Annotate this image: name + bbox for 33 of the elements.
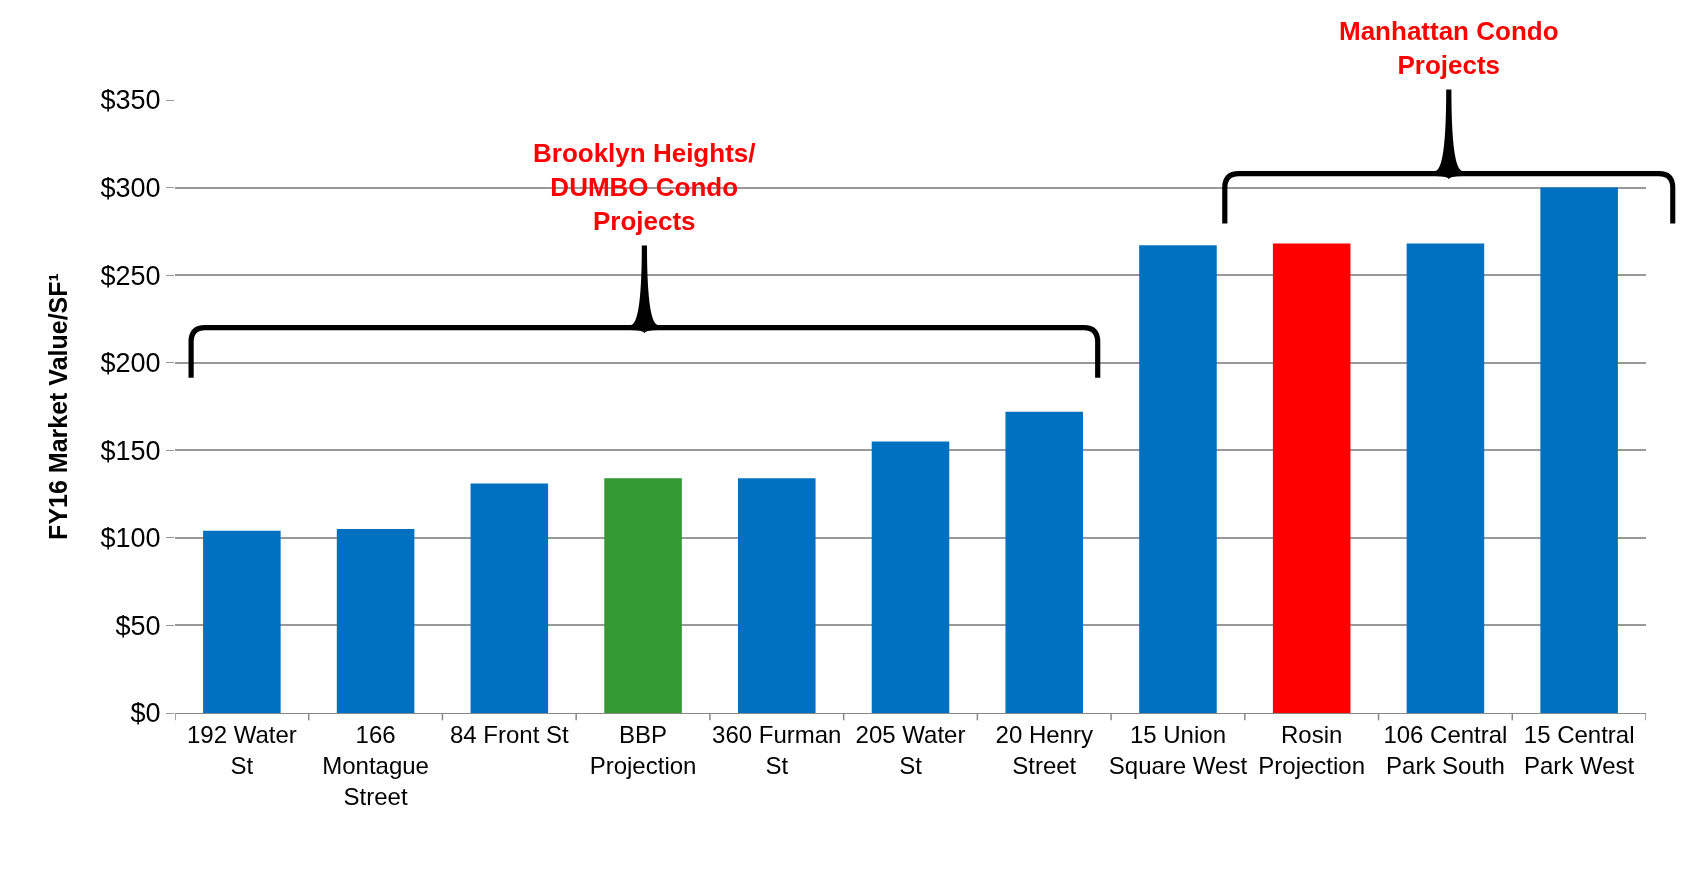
y-tick-label: $0	[130, 698, 161, 729]
bar	[203, 530, 281, 713]
bar	[1540, 187, 1618, 713]
bar	[1005, 411, 1084, 713]
y-tick-label: $150	[100, 435, 161, 466]
y-tick-label: $250	[100, 260, 161, 291]
bar	[336, 529, 415, 713]
x-tick-label: 205 Water St	[855, 720, 966, 779]
bar	[1406, 243, 1485, 713]
x-tick-label: 360 Furman St	[712, 720, 842, 779]
y-axis-title: FY16 Market Value/SF¹	[44, 273, 73, 540]
y-tick-label: $50	[115, 610, 161, 641]
text: Manhattan Condo Projects	[1339, 16, 1559, 80]
y-tick-label: $200	[100, 348, 161, 379]
x-tick-label: 166 Montague Street	[322, 720, 429, 811]
bar	[1139, 245, 1217, 713]
y-tick-label: $350	[100, 85, 161, 116]
x-tick-label: 15 Union Square West	[1108, 720, 1248, 779]
annotation: Brooklyn Heights/ DUMBO Condo Projects	[533, 138, 756, 236]
x-tick-label: 20 Henry Street	[995, 720, 1093, 779]
bar	[604, 478, 682, 713]
x-tick-label: 192 Water St	[186, 720, 297, 779]
bar	[871, 441, 950, 713]
x-tick-label: Rosin Projection	[1258, 720, 1366, 779]
x-tick-label: 84 Front St	[449, 720, 570, 748]
bar	[470, 483, 549, 713]
bar	[737, 478, 816, 713]
x-tick-label: 15 Central Park West	[1523, 720, 1635, 779]
x-tick-label: BBP Projection	[589, 720, 697, 779]
x-tick-label: 106 Central Park South	[1383, 720, 1508, 779]
y-tick-label: $100	[100, 523, 161, 554]
bar	[1272, 243, 1351, 713]
y-tick-label: $300	[100, 173, 161, 204]
